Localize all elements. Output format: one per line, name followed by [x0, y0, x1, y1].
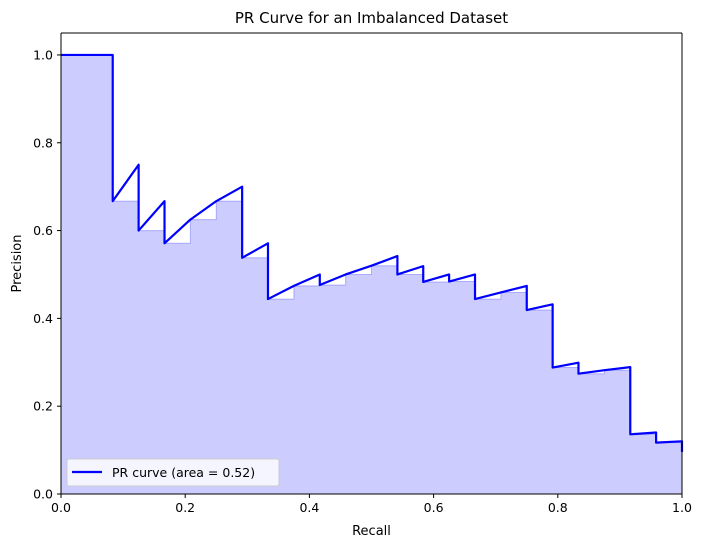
plot-area: [61, 33, 682, 494]
x-tick-label: 1.0: [672, 500, 692, 515]
chart-title: PR Curve for an Imbalanced Dataset: [235, 9, 508, 27]
pr-curve-line: [61, 53, 684, 452]
y-tick-label: 1.0: [33, 47, 53, 62]
legend: PR curve (area = 0.52): [66, 458, 280, 487]
legend-box: [66, 458, 280, 487]
x-axis-label: Recall: [352, 524, 391, 539]
y-tick-label: 0.8: [33, 135, 53, 150]
y-tick-label: 0.6: [33, 223, 53, 238]
y-tick-label: 0.2: [33, 399, 53, 414]
y-axis-label: Precision: [10, 234, 25, 292]
plot-background: [61, 33, 682, 494]
y-axis: 0.0 0.2 0.4 0.6 0.8 1.0: [33, 33, 683, 502]
y-tick-label: 0.4: [33, 311, 53, 326]
x-tick-label: 0.0: [51, 500, 71, 515]
x-tick-label: 0.4: [299, 500, 319, 515]
x-axis: 0.0 0.2 0.4 0.6 0.8 1.0: [51, 32, 692, 515]
x-tick-label: 0.6: [424, 500, 444, 515]
y-tick-label: 0.0: [33, 487, 53, 502]
x-tick-label: 0.8: [548, 500, 568, 515]
legend-label: PR curve (area = 0.52): [112, 465, 255, 480]
x-tick-label: 0.2: [175, 500, 195, 515]
